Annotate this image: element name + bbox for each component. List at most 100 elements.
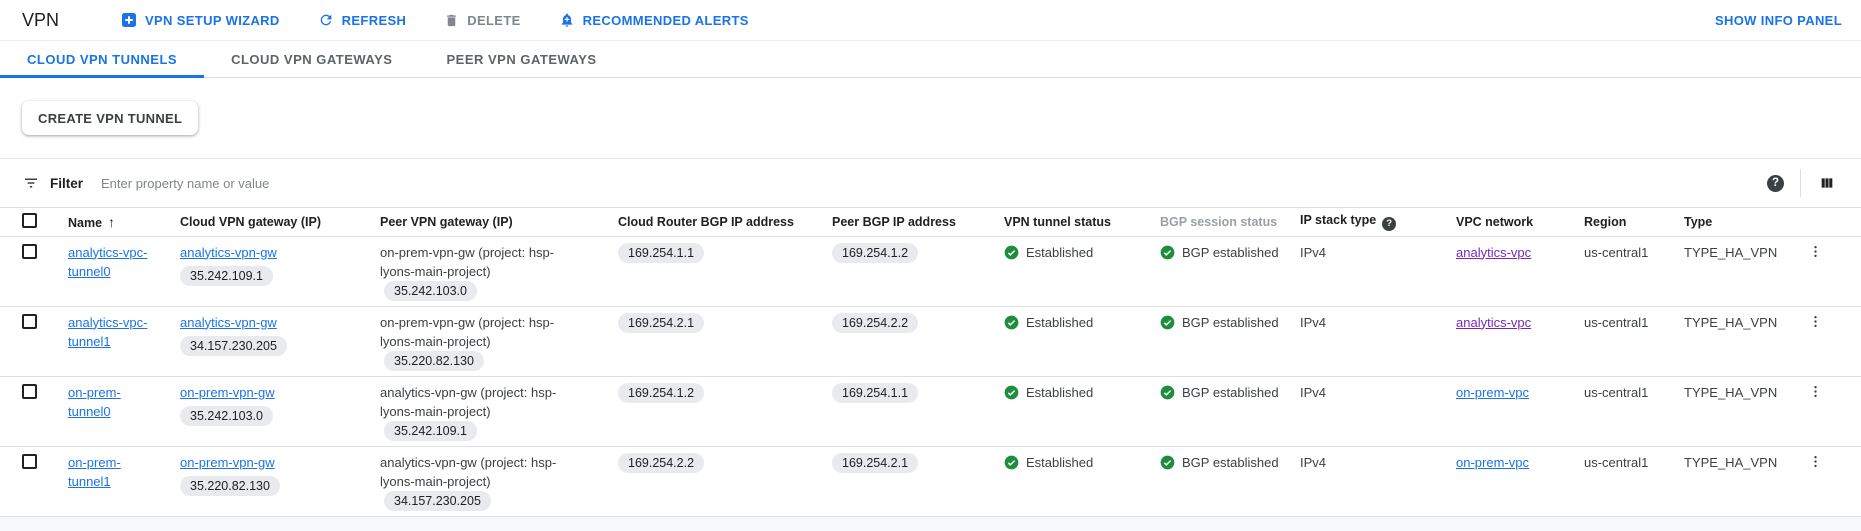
column-header-vpc[interactable]: VPC network — [1452, 208, 1580, 237]
row-select-cell — [0, 376, 56, 447]
status-ok-icon — [1004, 245, 1019, 260]
region-text: us-central1 — [1584, 384, 1649, 400]
tunnel-status-text: Established — [1026, 244, 1094, 260]
row-actions-menu-button[interactable] — [1804, 383, 1827, 400]
row-select-cell — [0, 236, 56, 307]
cloud-router-bgp-ip-cell: 169.254.2.1 — [614, 306, 828, 377]
table-header-row: Name ↑ Cloud VPN gateway (IP) Peer VPN gate… — [0, 208, 1861, 237]
cloud-gateway-cell: on-prem-vpn-gw 35.242.103.0 — [176, 376, 376, 447]
tab-cloud-vpn-gateways[interactable]: CLOUD VPN GATEWAYS — [231, 51, 393, 67]
column-header-bgp_status[interactable]: BGP session status — [1156, 208, 1296, 237]
status-ok-icon — [1160, 245, 1175, 260]
cloud-vpn-gateway-link[interactable]: on-prem-vpn-gw — [180, 384, 275, 400]
region-text: us-central1 — [1584, 454, 1649, 470]
column-label: VPN tunnel status — [1004, 214, 1111, 229]
type-text: TYPE_HA_VPN — [1684, 454, 1778, 470]
delete-label: DELETE — [467, 12, 521, 28]
peer-gateway-cell: on-prem-vpn-gw (project: hsp-lyons-main-… — [376, 306, 614, 377]
tunnel-status-text: Established — [1026, 454, 1094, 470]
column-header-name[interactable]: Name ↑ — [56, 208, 176, 237]
cloud-vpn-gateway-link[interactable]: analytics-vpn-gw — [180, 314, 277, 330]
row-actions-menu-button[interactable] — [1804, 313, 1827, 330]
row-checkbox[interactable] — [22, 313, 37, 329]
vpc-network-cell: on-prem-vpc — [1452, 446, 1580, 517]
column-display-options-button[interactable] — [1817, 173, 1837, 193]
name-cell: analytics-vpc-tunnel0 — [56, 236, 176, 307]
tab-cloud-vpn-tunnels[interactable]: CLOUD VPN TUNNELS — [0, 41, 205, 78]
peer-bgp-ip-cell: 169.254.2.1 — [828, 446, 1000, 517]
vpc-network-link[interactable]: on-prem-vpc — [1456, 384, 1529, 400]
vpn-tunnel-status-cell: Established — [1000, 306, 1156, 377]
column-header-cloud_gw[interactable]: Cloud VPN gateway (IP) — [176, 208, 376, 237]
cloud-router-bgp-ip-chip: 169.254.2.1 — [618, 312, 705, 333]
row-checkbox[interactable] — [22, 243, 37, 259]
vpc-network-cell: analytics-vpc — [1452, 306, 1580, 377]
peer-bgp-ip-chip: 169.254.2.2 — [832, 312, 919, 333]
tunnel-name-link[interactable]: analytics-vpc-tunnel0 — [68, 244, 148, 279]
tab-bar: CLOUD VPN TUNNELS CLOUD VPN GATEWAYS PEE… — [0, 41, 1861, 78]
tunnel-name-link[interactable]: analytics-vpc-tunnel1 — [68, 314, 148, 349]
status-ok-icon — [1004, 455, 1019, 470]
region-text: us-central1 — [1584, 244, 1649, 260]
column-header-region[interactable]: Region — [1580, 208, 1680, 237]
table-row: on-prem-tunnel1 on-prem-vpn-gw 35.220.82… — [0, 446, 1861, 517]
status-ok-icon — [1004, 315, 1019, 330]
kebab-menu-icon — [1814, 315, 1817, 327]
bell-plus-icon — [559, 12, 575, 28]
refresh-button[interactable]: REFRESH — [318, 12, 407, 28]
delete-button[interactable]: DELETE — [444, 13, 520, 28]
column-header-tunnel_status[interactable]: VPN tunnel status — [1000, 208, 1156, 237]
ip-stack-text: IPv4 — [1300, 384, 1327, 400]
tunnel-name-link[interactable]: on-prem-tunnel0 — [68, 384, 121, 419]
create-vpn-tunnel-button[interactable]: CREATE VPN TUNNEL — [22, 101, 199, 135]
peer-bgp-ip-chip: 169.254.1.2 — [832, 242, 919, 263]
bgp-status-text: BGP established — [1182, 384, 1279, 400]
type-cell: TYPE_HA_VPN — [1680, 446, 1800, 517]
status-ok-icon — [1160, 385, 1175, 400]
column-label: Cloud Router BGP IP address — [618, 214, 794, 229]
cloud-gateway-ip-chip: 35.242.103.0 — [180, 405, 273, 426]
vpc-network-cell: analytics-vpc — [1452, 236, 1580, 307]
recommended-alerts-button[interactable]: RECOMMENDED ALERTS — [559, 12, 749, 28]
filter-input[interactable] — [99, 174, 1767, 192]
cloud-vpn-gateway-link[interactable]: analytics-vpn-gw — [180, 244, 277, 260]
vpn-setup-wizard-button[interactable]: VPN SETUP WIZARD — [121, 12, 280, 28]
show-info-panel-button[interactable]: SHOW INFO PANEL — [1714, 12, 1842, 28]
peer-bgp-ip-cell: 169.254.1.2 — [828, 236, 1000, 307]
bgp-session-status-cell: BGP established — [1156, 306, 1296, 377]
bgp-status-text: BGP established — [1182, 244, 1279, 260]
help-icon[interactable]: ? — [1382, 216, 1397, 231]
select-all-checkbox[interactable] — [22, 213, 37, 229]
column-label: Type — [1684, 214, 1713, 229]
column-header-router_bgp_ip[interactable]: Cloud Router BGP IP address — [614, 208, 828, 237]
column-header-peer_gw[interactable]: Peer VPN gateway (IP) — [376, 208, 614, 237]
table-row: on-prem-tunnel0 on-prem-vpn-gw 35.242.10… — [0, 376, 1861, 447]
type-text: TYPE_HA_VPN — [1684, 314, 1778, 330]
tab-peer-vpn-gateways[interactable]: PEER VPN GATEWAYS — [446, 51, 597, 67]
row-checkbox[interactable] — [22, 453, 37, 469]
cloud-gateway-ip-chip: 34.157.230.205 — [180, 335, 287, 356]
refresh-label: REFRESH — [341, 12, 407, 28]
vpc-network-link[interactable]: on-prem-vpc — [1456, 454, 1529, 470]
vpc-network-link[interactable]: analytics-vpc — [1456, 314, 1532, 330]
column-header-ip_stack[interactable]: IP stack type? — [1296, 208, 1452, 237]
row-actions-menu-button[interactable] — [1804, 453, 1827, 470]
column-header-type[interactable]: Type — [1680, 208, 1800, 237]
ip-stack-type-cell: IPv4 — [1296, 236, 1452, 307]
add-box-icon — [121, 12, 137, 28]
row-checkbox[interactable] — [22, 383, 37, 399]
vpc-network-link[interactable]: analytics-vpc — [1456, 244, 1532, 260]
type-cell: TYPE_HA_VPN — [1680, 376, 1800, 447]
bgp-status-text: BGP established — [1182, 314, 1279, 330]
peer-bgp-ip-cell: 169.254.1.1 — [828, 376, 1000, 447]
peer-gateway-ip-chip: 34.157.230.205 — [384, 490, 491, 511]
sort-ascending-icon[interactable]: ↑ — [108, 213, 116, 230]
type-cell: TYPE_HA_VPN — [1680, 236, 1800, 307]
row-actions-menu-button[interactable] — [1804, 243, 1827, 260]
cloud-vpn-gateway-link[interactable]: on-prem-vpn-gw — [180, 454, 275, 470]
column-header-peer_bgp_ip[interactable]: Peer BGP IP address — [828, 208, 1000, 237]
tunnel-name-link[interactable]: on-prem-tunnel1 — [68, 454, 121, 489]
cloud-router-bgp-ip-cell: 169.254.1.2 — [614, 376, 828, 447]
type-text: TYPE_HA_VPN — [1684, 384, 1778, 400]
filter-help-icon[interactable]: ? — [1767, 174, 1784, 192]
